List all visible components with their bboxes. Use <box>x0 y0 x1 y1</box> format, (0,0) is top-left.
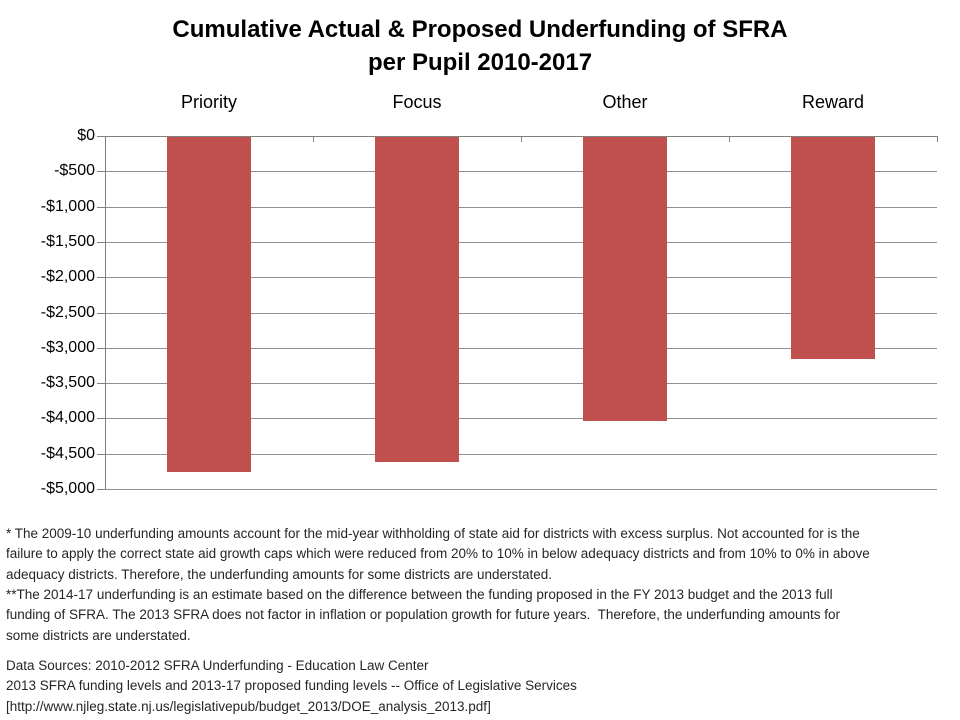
y-axis-label: $0 <box>77 127 95 144</box>
data-sources-line2: 2013 SFRA funding levels and 2013-17 pro… <box>6 678 577 694</box>
bar-reward <box>791 137 875 360</box>
y-axis-tick <box>97 453 105 455</box>
gridline <box>105 347 937 349</box>
bar-priority <box>167 137 251 473</box>
y-axis-tick <box>97 347 105 349</box>
y-axis-label: -$2,000 <box>40 268 95 286</box>
category-label-reward: Reward <box>801 92 865 112</box>
data-sources-line3: [http://www.njleg.state.nj.us/legislativ… <box>6 698 491 714</box>
gridline <box>105 489 937 490</box>
y-axis-label: -$3,500 <box>40 374 95 392</box>
category-boundary-tick <box>105 136 106 142</box>
y-axis-tick <box>97 206 105 208</box>
gridline <box>105 453 937 455</box>
chart-title-line1: Cumulative Actual & Proposed Underfundin… <box>172 16 788 43</box>
category-boundary-tick <box>729 136 730 142</box>
y-axis-label: -$1,500 <box>40 232 95 250</box>
chart-title-line2: per Pupil 2010-2017 <box>367 49 593 76</box>
category-label-focus: Focus <box>392 92 442 112</box>
gridline <box>105 277 937 279</box>
y-axis-label: -$500 <box>54 162 95 180</box>
y-axis-label: -$4,500 <box>40 444 95 462</box>
y-axis-tick <box>97 171 105 173</box>
gridline <box>105 171 937 173</box>
y-axis-tick <box>97 489 105 490</box>
y-axis-label: -$1,000 <box>40 197 95 215</box>
y-axis-tick <box>97 277 105 279</box>
category-boundary-tick <box>313 136 314 142</box>
y-axis-tick <box>97 383 105 385</box>
category-boundary-tick <box>521 136 522 142</box>
gridline <box>105 206 937 208</box>
category-boundary-tick <box>937 136 938 142</box>
category-label-priority: Priority <box>180 92 237 112</box>
data-sources: Data Sources: 2010-2012 SFRA Underfundin… <box>6 656 954 717</box>
footnote-2: **The 2014-17 underfunding is an estimat… <box>6 587 840 643</box>
data-sources-line1: Data Sources: 2010-2012 SFRA Underfundin… <box>6 658 429 673</box>
bar-focus <box>375 137 459 462</box>
gridline <box>105 312 937 314</box>
gridline <box>105 383 937 385</box>
y-axis-label: -$4,000 <box>40 409 95 427</box>
footnote-1: * The 2009-10 underfunding amounts accou… <box>6 526 870 582</box>
y-axis-tick <box>97 418 105 420</box>
y-axis-tick <box>97 136 105 137</box>
y-axis-tick <box>97 241 105 243</box>
y-axis-tick <box>97 312 105 314</box>
category-label-other: Other <box>602 92 648 112</box>
y-axis-label: -$2,500 <box>40 303 95 321</box>
y-axis-line <box>105 136 106 489</box>
y-axis-label: -$5,000 <box>40 480 95 497</box>
gridline <box>105 241 937 243</box>
y-axis-label: -$3,000 <box>40 338 95 356</box>
bar-other <box>583 137 667 422</box>
chart-title: Cumulative Actual & Proposed Underfundin… <box>0 13 960 79</box>
gridline <box>105 418 937 420</box>
